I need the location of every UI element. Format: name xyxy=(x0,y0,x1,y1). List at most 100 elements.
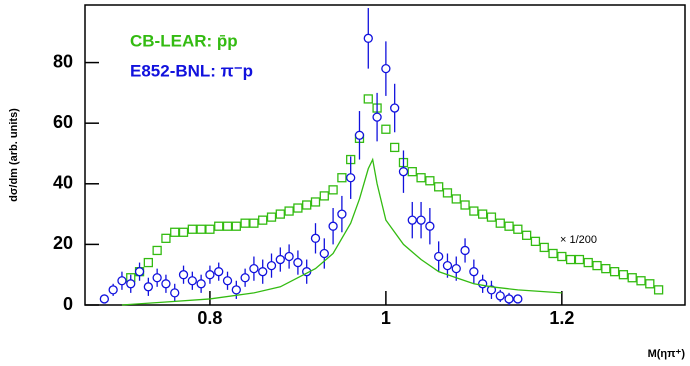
square-marker xyxy=(442,188,453,198)
square-marker xyxy=(152,245,162,256)
annotation: × 1/200 xyxy=(560,234,597,246)
square-marker xyxy=(460,200,470,210)
circle-marker xyxy=(284,251,294,262)
circle-marker xyxy=(478,279,488,289)
square-marker xyxy=(504,221,514,231)
y-tick-label: 20 xyxy=(53,233,73,253)
square-marker xyxy=(143,257,153,268)
square-marker xyxy=(266,212,277,222)
square-marker xyxy=(539,242,549,253)
x-tick-label: 0.8 xyxy=(197,308,222,328)
square-marker xyxy=(451,194,461,204)
square-marker xyxy=(161,233,171,243)
square-marker xyxy=(258,215,268,225)
square-marker xyxy=(627,273,637,283)
square-marker xyxy=(469,206,479,216)
square-marker xyxy=(275,209,285,219)
circle-marker xyxy=(266,260,277,271)
circle-marker xyxy=(434,251,444,262)
square-marker xyxy=(495,218,505,228)
circle-marker xyxy=(134,267,145,277)
plot-frame xyxy=(84,4,686,306)
square-marker xyxy=(636,276,646,286)
square-marker xyxy=(601,263,611,274)
square-marker xyxy=(196,224,206,234)
square-marker xyxy=(302,200,312,210)
square-marker xyxy=(187,224,197,234)
square-marker xyxy=(214,221,224,231)
circle-marker xyxy=(381,63,391,74)
square-marker xyxy=(618,270,629,280)
circle-marker xyxy=(390,103,400,113)
model-curve xyxy=(121,157,562,306)
circle-marker xyxy=(258,267,268,277)
y-tick-label: 60 xyxy=(53,112,73,132)
square-marker xyxy=(574,254,585,265)
circle-marker xyxy=(170,288,180,298)
circle-marker xyxy=(196,279,206,289)
x-tick-label: 1.2 xyxy=(549,308,574,328)
square-marker xyxy=(653,285,664,295)
circle-marker xyxy=(504,294,514,304)
square-marker xyxy=(170,227,180,237)
circle-marker xyxy=(372,112,382,122)
circle-marker xyxy=(205,270,215,280)
square-marker xyxy=(557,251,567,262)
circle-marker xyxy=(407,215,417,225)
circle-marker xyxy=(469,267,479,277)
circle-marker xyxy=(249,263,259,274)
square-marker xyxy=(337,173,347,183)
circle-marker xyxy=(117,276,127,286)
circle-marker xyxy=(275,254,285,265)
circle-marker xyxy=(152,273,162,283)
legend-entry: E852-BNL: π⁻p xyxy=(130,61,253,80)
square-marker xyxy=(381,124,391,134)
square-marker xyxy=(363,94,373,104)
circle-marker xyxy=(495,291,505,301)
circle-marker xyxy=(513,294,523,304)
square-marker xyxy=(530,236,541,247)
circle-marker xyxy=(99,294,110,304)
circle-marker xyxy=(310,233,321,243)
square-marker xyxy=(240,218,250,228)
circle-marker xyxy=(460,245,470,256)
square-marker xyxy=(565,254,576,265)
circle-marker xyxy=(346,173,356,183)
square-marker xyxy=(478,209,488,219)
x-axis-label: M(ηπ⁺) xyxy=(648,348,686,360)
circle-marker xyxy=(187,276,197,286)
square-marker xyxy=(548,248,558,259)
square-marker xyxy=(425,176,435,186)
square-marker xyxy=(249,218,259,228)
circle-marker xyxy=(126,279,136,289)
square-marker xyxy=(328,185,338,195)
square-marker xyxy=(407,167,417,177)
circle-marker xyxy=(486,285,497,295)
y-tick-label: 0 xyxy=(63,294,73,314)
square-marker xyxy=(293,203,303,213)
square-marker xyxy=(521,230,532,240)
square-marker xyxy=(486,212,497,222)
y-tick-label: 80 xyxy=(53,51,73,71)
square-marker xyxy=(645,279,655,289)
circle-marker xyxy=(451,263,461,274)
circle-marker xyxy=(425,221,435,231)
square-marker xyxy=(222,221,233,231)
square-marker xyxy=(231,221,241,231)
circle-marker xyxy=(416,215,426,225)
square-marker xyxy=(284,206,294,216)
circle-marker xyxy=(161,279,171,289)
square-marker xyxy=(434,182,444,192)
circle-marker xyxy=(143,282,153,292)
circle-marker xyxy=(108,285,118,295)
square-marker xyxy=(390,142,400,153)
square-marker xyxy=(592,260,602,271)
circle-marker xyxy=(222,276,233,286)
circle-marker xyxy=(319,248,329,259)
square-marker xyxy=(178,227,189,237)
circle-marker xyxy=(328,221,338,231)
y-tick-label: 40 xyxy=(53,173,73,193)
circle-marker xyxy=(178,270,189,280)
square-marker xyxy=(416,173,426,183)
